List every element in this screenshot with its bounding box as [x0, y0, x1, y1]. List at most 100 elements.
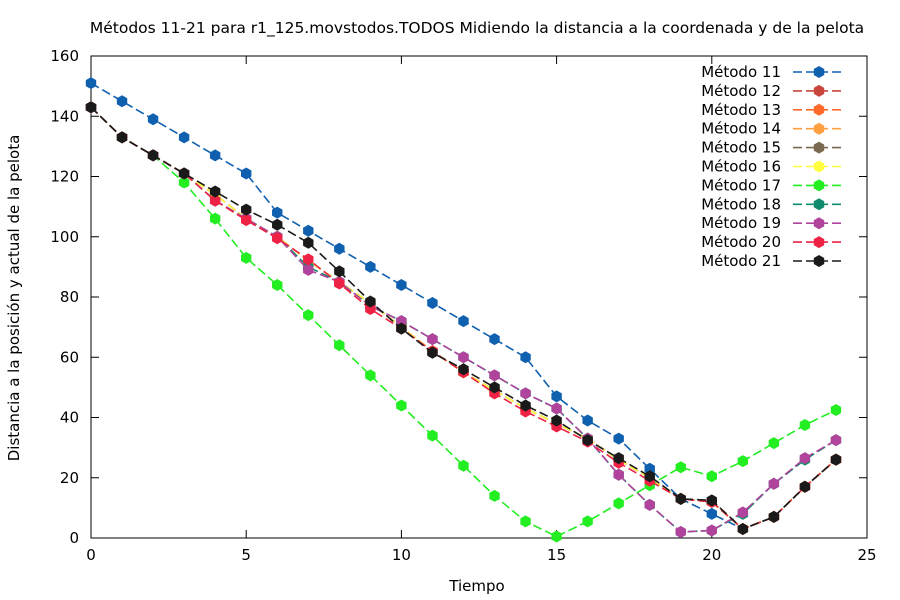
chart-title: Métodos 11-21 para r1_125.movstodos.TODO…	[90, 19, 864, 38]
data-point	[116, 131, 128, 144]
series-11	[85, 77, 842, 535]
legend-label: Método 16	[701, 158, 781, 176]
data-point	[209, 185, 221, 198]
legend-item: Método 17	[701, 176, 845, 194]
data-point	[396, 399, 407, 412]
legend-swatch-marker	[813, 236, 825, 249]
legend-label: Método 17	[701, 176, 781, 194]
data-point	[272, 232, 283, 245]
data-point	[427, 297, 438, 310]
data-point	[85, 77, 97, 90]
legend-item: Método 21	[701, 252, 845, 270]
data-point	[272, 278, 283, 291]
data-point	[706, 524, 717, 537]
legend-label: Método 13	[701, 101, 781, 119]
data-point	[520, 399, 531, 412]
data-point	[675, 492, 686, 505]
data-point	[241, 214, 252, 227]
data-point	[396, 278, 407, 291]
data-point	[458, 459, 469, 472]
y-tick-label: 60	[60, 348, 79, 366]
data-point	[799, 419, 811, 432]
x-tick-label: 0	[86, 546, 96, 564]
x-axis-ticks: 0 5 10 15 20 25	[86, 56, 877, 564]
data-point	[675, 525, 686, 538]
data-point	[334, 265, 345, 278]
series-layer	[85, 77, 842, 543]
data-point	[178, 176, 190, 189]
x-tick-label: 15	[547, 546, 566, 564]
x-tick-label: 25	[857, 546, 876, 564]
data-point	[551, 390, 562, 403]
data-point	[396, 315, 407, 328]
x-tick-label: 5	[241, 546, 251, 564]
data-point	[303, 263, 314, 276]
legend-swatch-marker	[813, 141, 825, 154]
data-point	[489, 381, 500, 394]
data-point	[706, 494, 717, 507]
data-point	[365, 260, 376, 273]
data-point	[737, 506, 749, 519]
legend-item: Método 18	[701, 195, 845, 213]
data-point	[830, 434, 842, 447]
y-tick-label: 120	[50, 168, 79, 186]
data-point	[427, 346, 438, 359]
legend-label: Método 14	[701, 120, 781, 138]
data-point	[613, 452, 624, 465]
data-point	[582, 515, 593, 528]
y-tick-label: 40	[60, 409, 79, 427]
data-point	[768, 510, 780, 523]
data-point	[582, 414, 593, 427]
x-tick-label: 10	[392, 546, 411, 564]
data-point	[209, 212, 221, 225]
data-point	[551, 530, 562, 543]
data-point	[613, 432, 624, 445]
data-point	[520, 351, 531, 364]
data-point	[147, 149, 159, 162]
y-tick-label: 80	[60, 288, 79, 306]
data-point	[675, 461, 686, 474]
data-point	[116, 95, 128, 108]
legend-item: Método 14	[701, 120, 845, 138]
data-point	[458, 351, 469, 364]
data-point	[582, 434, 593, 447]
legend-item: Método 15	[701, 139, 845, 157]
data-point	[365, 303, 376, 316]
legend-swatch-marker	[813, 122, 825, 135]
legend-item: Método 19	[701, 214, 845, 232]
legend-item: Método 12	[701, 82, 845, 100]
data-point	[644, 470, 655, 483]
data-point	[768, 437, 780, 450]
data-point	[706, 470, 717, 483]
data-point	[241, 251, 252, 264]
legend-swatch-marker	[813, 103, 825, 116]
data-point	[303, 253, 314, 266]
data-point	[737, 522, 749, 535]
y-tick-label: 160	[50, 47, 79, 65]
legend-swatch-marker	[813, 84, 825, 97]
data-point	[613, 497, 624, 510]
data-point	[427, 333, 438, 346]
data-point	[427, 429, 438, 442]
legend-swatch-marker	[813, 198, 825, 211]
data-point	[209, 194, 221, 207]
legend-label: Método 15	[701, 139, 781, 157]
data-point	[489, 489, 500, 502]
legend-item: Método 20	[701, 233, 845, 251]
data-point	[489, 369, 500, 382]
legend-item: Método 13	[701, 101, 845, 119]
data-point	[644, 462, 655, 475]
data-point	[303, 309, 314, 322]
data-point	[365, 295, 376, 308]
legend-label: Método 12	[701, 82, 781, 100]
data-point	[520, 515, 531, 528]
data-point	[241, 203, 252, 216]
legend-item: Método 16	[701, 158, 845, 176]
data-point	[551, 402, 562, 415]
y-axis-title: Distancia a la posición y actual de la p…	[5, 135, 23, 462]
data-point	[799, 452, 811, 465]
data-point	[396, 322, 407, 335]
